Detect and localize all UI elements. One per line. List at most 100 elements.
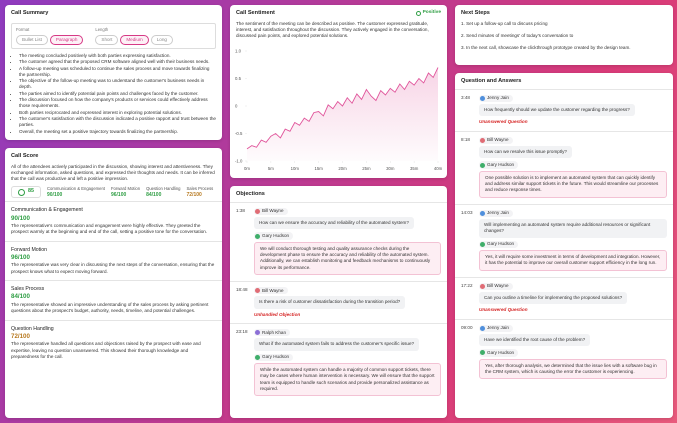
y-tick-label: 0 bbox=[235, 104, 238, 109]
next-steps-card: Next Steps 1. Set up a follow-up call to … bbox=[455, 5, 673, 65]
sentiment-badge: Positive bbox=[415, 10, 441, 17]
score-value: 96/100 bbox=[110, 191, 127, 198]
format-label: Format bbox=[16, 26, 30, 32]
score-label: Forward Motion bbox=[110, 185, 141, 191]
call-score-card: Call Score All of the attendees actively … bbox=[5, 148, 222, 418]
x-tick-label: 15m bbox=[314, 166, 323, 171]
speaker-name: Gary Hudson bbox=[262, 232, 290, 238]
avatar bbox=[480, 137, 485, 143]
answer-bubble: One possible solution is to implement an… bbox=[479, 170, 667, 198]
avatar bbox=[255, 288, 260, 294]
speaker: Gary Hudson bbox=[254, 232, 294, 240]
x-tick-label: 5m bbox=[268, 166, 274, 171]
summary-bullet: The customer's satisfaction with the dis… bbox=[19, 116, 216, 129]
badge-text: Positive bbox=[422, 10, 441, 15]
status: Unanswered Question bbox=[479, 307, 528, 313]
qa-item: 09:00 Jenny Jain Have we identified the ro… bbox=[455, 318, 673, 386]
section-text: The representative was very clear in dis… bbox=[11, 262, 215, 274]
badge-icon bbox=[415, 10, 421, 16]
timestamp: 17:22 bbox=[461, 282, 473, 288]
next-steps-list: 1. Set up a follow-up call to discuss pr… bbox=[455, 21, 673, 55]
section-score: 90/100 bbox=[11, 214, 30, 222]
description: All of the attendees actively participat… bbox=[11, 163, 215, 182]
score-section: Forward Motion 96/100 The representative w… bbox=[5, 240, 222, 280]
score-value: 72/100 bbox=[186, 191, 202, 198]
qa-content: Jenny Jain Have we identified the root ca… bbox=[479, 324, 667, 382]
title: Objections bbox=[236, 191, 265, 197]
score-value: 90/100 bbox=[47, 191, 63, 198]
x-tick-label: 35m bbox=[410, 166, 419, 171]
question-bubble: How frequently should we update the cust… bbox=[479, 104, 635, 117]
speaker-name: Bill Wayne bbox=[262, 208, 284, 214]
summary-bullet: The discussion focused on how the compan… bbox=[19, 97, 216, 110]
description: The sentiment of the meeting can be desc… bbox=[236, 20, 429, 39]
format-buttons: Bullet List Paragraph bbox=[16, 34, 85, 45]
avatar bbox=[480, 95, 485, 101]
summary-list: The meeting concluded positively with bo… bbox=[5, 53, 222, 135]
speaker-name: Bill Wayne bbox=[487, 283, 509, 289]
format-option[interactable]: Paragraph bbox=[49, 34, 84, 45]
summary-bullet: The objective of the follow-up meeting w… bbox=[19, 78, 216, 91]
next-step: 3. In the next call, showcase the clickt… bbox=[461, 45, 631, 51]
summary-bullet: The customer agreed that the proposed CR… bbox=[19, 59, 216, 65]
overall-score: 85 bbox=[11, 185, 41, 199]
qa-content: Jenny Jain How frequently should we updat… bbox=[479, 94, 667, 127]
score-summary: Forward Motion 96/100 bbox=[111, 186, 140, 199]
title: Call Sentiment bbox=[236, 10, 275, 16]
y-tick-label: 0.5 bbox=[235, 76, 242, 81]
y-tick-label: 1.0 bbox=[235, 49, 242, 54]
summary-bullet: The meeting concluded positively with bo… bbox=[19, 53, 216, 59]
sentiment-area bbox=[247, 67, 438, 161]
answer-bubble: We will conduct thorough testing and qua… bbox=[254, 241, 441, 276]
timestamp: 23:18 bbox=[236, 329, 248, 334]
section-text: The representative showed an impressive … bbox=[11, 301, 209, 314]
score-section: Sales Process 84/100 The representative sh… bbox=[5, 280, 222, 319]
score-row: 85 Communication & Engagement 90/100 Forwar… bbox=[11, 185, 216, 199]
speaker: Jenny Jain bbox=[479, 209, 513, 217]
speaker: Jenny Jain bbox=[479, 324, 513, 332]
section-title: Sales Process bbox=[11, 286, 45, 293]
timestamp: 3:48 bbox=[461, 94, 470, 100]
question-wrap: How can we ensure the accuracy and relia… bbox=[254, 217, 441, 231]
avatar bbox=[480, 325, 485, 331]
question-wrap: Have we identified the root cause of the… bbox=[479, 333, 667, 348]
timestamp: 14:03 bbox=[461, 209, 473, 215]
speaker: Bill Wayne bbox=[254, 207, 288, 216]
speaker-name: Jenny Jain bbox=[487, 325, 509, 331]
length-option[interactable]: Long bbox=[150, 34, 173, 45]
qa-item: 8:18 Bill Wayne How can we resolve this is… bbox=[455, 130, 673, 204]
status: Unanswered Question bbox=[479, 119, 528, 125]
qa-content: Bill Wayne Is there a risk of customer di… bbox=[254, 286, 441, 319]
summary-bullet: The parties aimed to identify potential … bbox=[19, 91, 216, 97]
avatar bbox=[255, 208, 260, 214]
speaker-name: Bill Wayne bbox=[487, 137, 509, 143]
length-option[interactable]: Short bbox=[95, 34, 119, 45]
qa-item: 17:22 Bill Wayne Can you outline a timelin… bbox=[455, 276, 673, 319]
avatar bbox=[480, 283, 485, 289]
section-text: The representative handled all questions… bbox=[11, 341, 201, 359]
question-wrap: Will implementing an automated system re… bbox=[479, 219, 667, 240]
qa-content: Bill Wayne Can you outline a timeline for… bbox=[479, 282, 667, 315]
length-group: Length Short Medium Long bbox=[95, 27, 175, 45]
length-option[interactable]: Medium bbox=[120, 34, 149, 45]
speaker-name: Gary Hudson bbox=[487, 241, 515, 247]
section-score: 84/100 bbox=[11, 293, 30, 301]
qa-item: 18:48 Bill Wayne Is there a risk of custom… bbox=[230, 281, 447, 323]
score-summary: Sales Process 72/100 bbox=[187, 186, 214, 199]
summary-bullet: Overall, the meeting set a positive traj… bbox=[19, 129, 216, 135]
score-section: Communication & Engagement 90/100 The repr… bbox=[5, 201, 222, 240]
x-tick-label: 25m bbox=[362, 166, 371, 171]
call-summary-card: Call Summary Format Bullet List Paragraph Le… bbox=[5, 5, 222, 140]
questions-card: Question and Answers 3:48 Jenny Jain How fr… bbox=[455, 73, 673, 418]
x-tick-label: 20m bbox=[338, 166, 347, 171]
call-sentiment-card: Call Sentiment Positive The sentiment of t… bbox=[230, 5, 447, 178]
format-option[interactable]: Bullet List bbox=[16, 34, 48, 45]
qa-content: Ralph Khan What if the automated system f… bbox=[254, 328, 441, 398]
next-step: 2. Send minutes of meetings' of today's … bbox=[461, 33, 574, 39]
score-value: 84/100 bbox=[146, 191, 162, 198]
question-bubble: Can you outline a timeline for implement… bbox=[479, 291, 628, 305]
answer-bubble: While the automated system can handle a … bbox=[254, 362, 441, 397]
avatar bbox=[480, 241, 485, 247]
title: Question and Answers bbox=[461, 78, 522, 84]
